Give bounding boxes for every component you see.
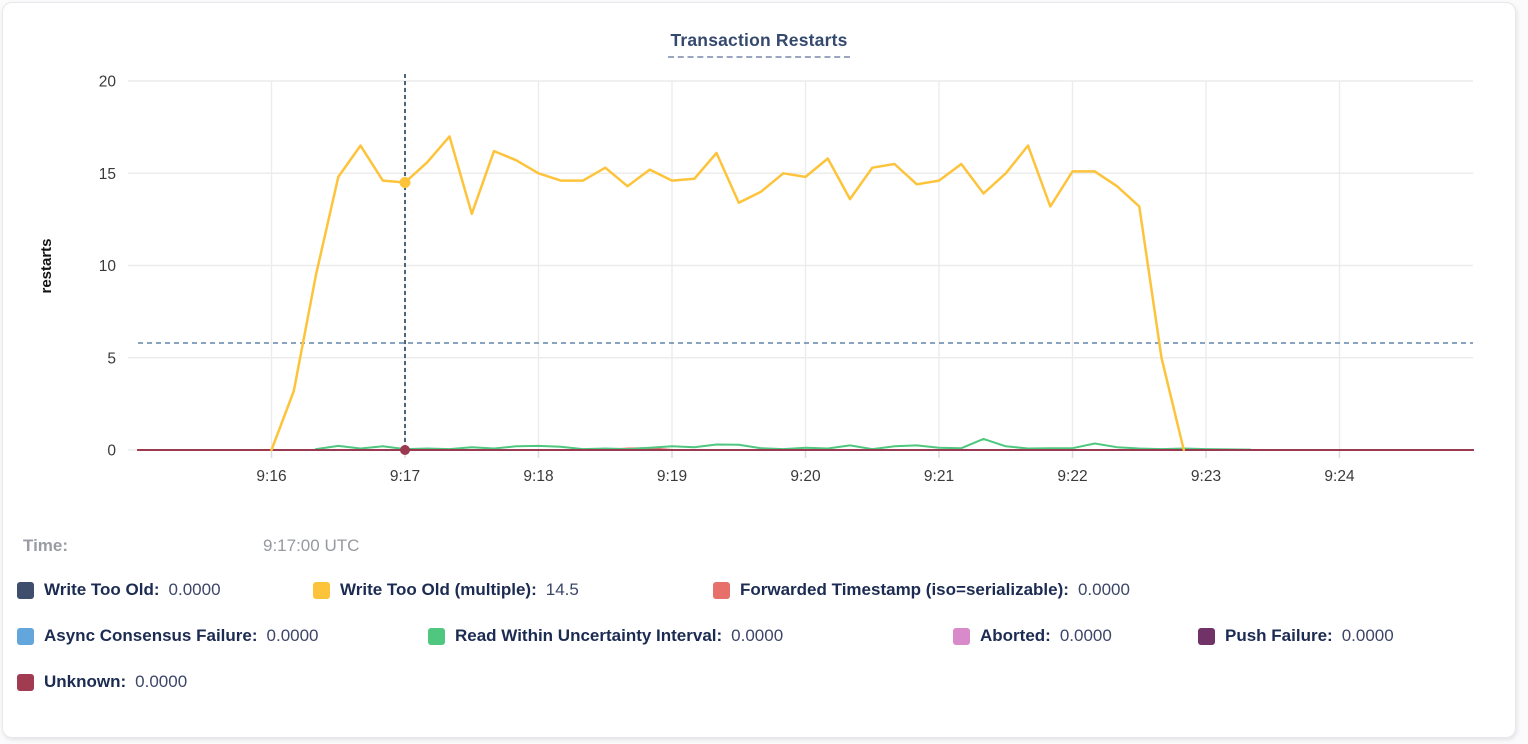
legend-item-push-failure: Push Failure: 0.0000: [1198, 626, 1394, 646]
grid-layer: [128, 80, 1473, 458]
legend-item-read-within-uncertainty-interval: Read Within Uncertainty Interval: 0.0000: [428, 626, 953, 646]
legend-row: Write Too Old: 0.0000 Write Too Old (multi…: [17, 580, 1515, 600]
x-tick-label: 9:18: [523, 468, 553, 485]
legend-label: Forwarded Timestamp (iso=serializable):: [740, 580, 1069, 599]
time-label: Time:: [23, 536, 69, 555]
hover-dot-write-too-old-multiple-: [399, 176, 411, 188]
y-tick-label: 0: [107, 443, 116, 460]
y-tick-label: 15: [99, 166, 116, 183]
x-tick-label: 9:19: [657, 468, 687, 485]
chart-legend: Write Too Old: 0.0000 Write Too Old (multi…: [17, 580, 1515, 692]
legend-item-unknown: Unknown: 0.0000: [17, 672, 187, 692]
y-tick-label: 20: [99, 74, 117, 91]
legend-item-aborted: Aborted: 0.0000: [953, 626, 1198, 646]
legend-label: Read Within Uncertainty Interval:: [455, 626, 723, 645]
legend-item-write-too-old-multiple-: Write Too Old (multiple): 14.5: [313, 580, 713, 600]
x-tick-label: 9:24: [1324, 468, 1355, 485]
legend-value: 0.0000: [266, 626, 319, 645]
y-tick-label: 5: [107, 350, 116, 367]
legend-swatch-icon: [953, 627, 970, 645]
legend-value: 14.5: [545, 580, 579, 599]
legend-label: Push Failure:: [1225, 626, 1333, 645]
crosshair-layer: [399, 74, 411, 455]
legend-label: Async Consensus Failure:: [44, 626, 258, 645]
legend-swatch-icon: [713, 581, 730, 599]
legend-item-write-too-old: Write Too Old: 0.0000: [17, 580, 313, 600]
legend-item-forwarded-timestamp-iso-serializable-: Forwarded Timestamp (iso=serializable): 0…: [713, 580, 1130, 600]
legend-value: 0.0000: [1341, 626, 1394, 645]
legend-value: 0.0000: [1077, 580, 1130, 599]
series-layer: [137, 135, 1474, 452]
y-axis-title: restarts: [38, 238, 55, 293]
x-tick-label: 9:21: [924, 468, 954, 485]
legend-label: Unknown:: [44, 672, 127, 691]
legend-swatch-icon: [17, 627, 34, 645]
tooltip-time-row: Time: 9:17:00 UTC: [23, 536, 1515, 558]
legend-swatch-icon: [1198, 627, 1215, 645]
time-value: 9:17:00 UTC: [263, 536, 360, 555]
legend-swatch-icon: [428, 627, 445, 645]
legend-swatch-icon: [17, 673, 34, 691]
x-tick-label: 9:20: [790, 468, 821, 485]
series-line-write-too-old-multiple-: [270, 135, 1186, 452]
legend-row: Unknown: 0.0000: [17, 672, 1515, 692]
chart-title[interactable]: Transaction Restarts: [668, 30, 850, 58]
series-line-read-within-uncertainty-interval: [315, 437, 1252, 451]
y-tick-label: 10: [99, 258, 117, 275]
chart-header: Transaction Restarts: [3, 30, 1515, 60]
x-tick-label: 9:16: [256, 468, 286, 485]
legend-item-async-consensus-failure: Async Consensus Failure: 0.0000: [17, 626, 428, 646]
legend-value: 0.0000: [1059, 626, 1112, 645]
legend-value: 0.0000: [135, 672, 188, 691]
x-tick-label: 9:22: [1057, 468, 1087, 485]
x-tick-label: 9:17: [390, 468, 420, 485]
legend-row: Async Consensus Failure: 0.0000 Read Withi…: [17, 626, 1515, 646]
legend-label: Write Too Old (multiple):: [340, 580, 537, 599]
legend-swatch-icon: [313, 581, 330, 599]
legend-swatch-icon: [17, 581, 34, 599]
axis-label-layer: 0 5 10 15 20 9:16 9:17 9:18 9:19 9:20 9:21 9:22 9:23…: [99, 74, 1355, 486]
legend-value: 0.0000: [168, 580, 221, 599]
legend-value: 0.0000: [731, 626, 784, 645]
hover-dot-unknown: [400, 445, 410, 455]
legend-label: Write Too Old:: [44, 580, 160, 599]
transaction-restarts-chart[interactable]: 0 5 10 15 20 9:16 9:17 9:18 9:19 9:20 9:21 9:22 9:23…: [3, 60, 1516, 512]
legend-label: Aborted:: [980, 626, 1051, 645]
x-tick-label: 9:23: [1191, 468, 1221, 485]
